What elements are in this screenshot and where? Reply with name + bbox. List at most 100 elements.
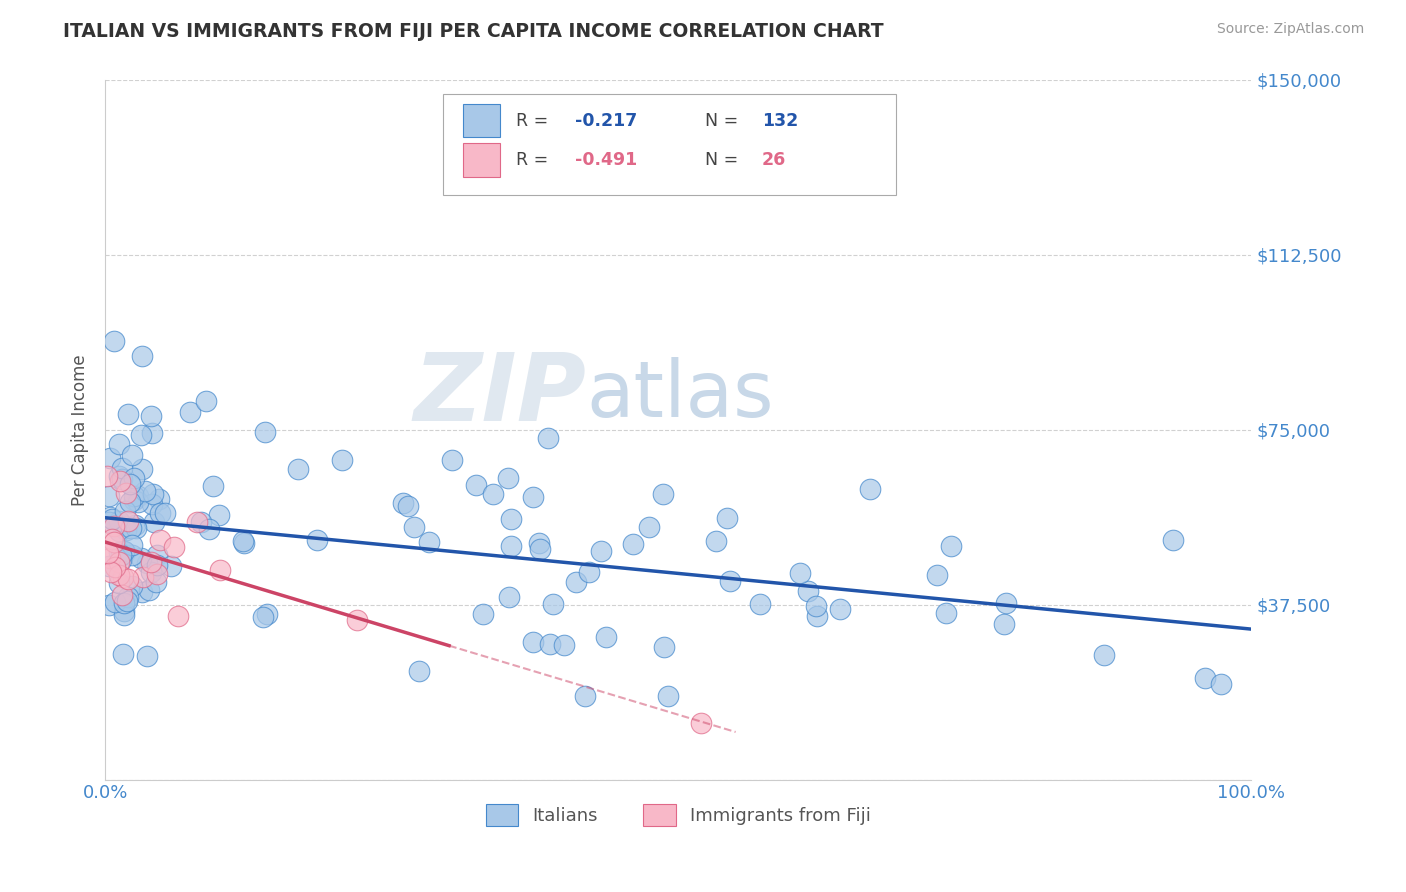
Point — [112, 607, 135, 622]
Point — [103, 518, 125, 533]
Point — [195, 393, 218, 408]
Point — [330, 453, 353, 467]
Point — [1194, 671, 1216, 685]
Point — [690, 715, 713, 730]
Point — [110, 552, 132, 566]
Point — [652, 640, 675, 655]
Point — [208, 508, 231, 522]
Point — [1092, 648, 1115, 662]
Text: -0.491: -0.491 — [575, 151, 637, 169]
Point — [208, 562, 231, 576]
Point — [139, 409, 162, 424]
Y-axis label: Per Capita Income: Per Capita Income — [72, 354, 89, 506]
Point — [522, 635, 544, 649]
Point — [159, 559, 181, 574]
Point — [98, 510, 121, 524]
Point — [498, 590, 520, 604]
Point — [110, 461, 132, 475]
Point — [108, 568, 131, 582]
Point — [141, 497, 163, 511]
Point — [1209, 677, 1232, 691]
Point — [806, 609, 828, 624]
Point — [131, 462, 153, 476]
Point — [564, 575, 586, 590]
Point — [496, 471, 519, 485]
Point — [104, 595, 127, 609]
Point — [112, 604, 135, 618]
Point — [111, 548, 134, 562]
Point — [114, 545, 136, 559]
Point — [134, 484, 156, 499]
Point — [121, 538, 143, 552]
Point — [797, 583, 820, 598]
Point — [111, 588, 134, 602]
Point — [101, 532, 124, 546]
Point — [110, 548, 132, 562]
Text: ITALIAN VS IMMIGRANTS FROM FIJI PER CAPITA INCOME CORRELATION CHART: ITALIAN VS IMMIGRANTS FROM FIJI PER CAPI… — [63, 22, 884, 41]
Text: Source: ZipAtlas.com: Source: ZipAtlas.com — [1216, 22, 1364, 37]
Point — [107, 469, 129, 483]
Point — [117, 514, 139, 528]
Point — [117, 590, 139, 604]
Point — [108, 555, 131, 569]
Point — [995, 596, 1018, 610]
Point — [107, 514, 129, 528]
Legend: Italians, Immigrants from Fiji: Italians, Immigrants from Fiji — [478, 797, 879, 833]
Point — [149, 533, 172, 548]
Point — [186, 515, 208, 529]
Point — [121, 448, 143, 462]
Point — [98, 559, 121, 574]
Point — [307, 533, 329, 547]
Point — [100, 450, 122, 465]
Point — [396, 500, 419, 514]
Point — [121, 548, 143, 562]
Point — [198, 522, 221, 536]
Point — [97, 546, 120, 560]
Point — [148, 491, 170, 506]
Point — [925, 568, 948, 582]
Point — [108, 475, 131, 489]
Point — [142, 486, 165, 500]
Point — [595, 630, 617, 644]
Point — [107, 524, 129, 538]
Point — [408, 664, 430, 678]
Point — [529, 542, 551, 557]
Point — [139, 565, 162, 579]
Point — [657, 689, 679, 703]
Point — [941, 539, 963, 553]
Point — [98, 598, 121, 612]
Point — [716, 511, 738, 525]
Point — [541, 597, 564, 611]
Text: R =: R = — [516, 112, 554, 129]
Text: N =: N = — [704, 112, 744, 129]
Point — [718, 574, 741, 588]
Point — [179, 405, 201, 419]
Point — [1161, 533, 1184, 548]
Bar — [463, 103, 499, 137]
Point — [232, 534, 254, 549]
FancyBboxPatch shape — [443, 94, 896, 195]
Point — [254, 425, 277, 439]
Point — [117, 572, 139, 586]
Point — [471, 607, 494, 621]
Point — [108, 437, 131, 451]
Point — [499, 512, 522, 526]
Bar — [463, 143, 499, 177]
Point — [100, 565, 122, 579]
Point — [589, 544, 612, 558]
Point — [122, 489, 145, 503]
Point — [538, 637, 561, 651]
Point — [145, 574, 167, 589]
Point — [256, 607, 278, 622]
Point — [621, 537, 644, 551]
Text: 26: 26 — [762, 151, 786, 169]
Point — [96, 469, 118, 483]
Point — [131, 551, 153, 566]
Point — [146, 567, 169, 582]
Point — [749, 598, 772, 612]
Point — [112, 648, 135, 662]
Point — [804, 599, 827, 614]
Point — [108, 545, 131, 559]
Point — [107, 575, 129, 590]
Point — [132, 570, 155, 584]
